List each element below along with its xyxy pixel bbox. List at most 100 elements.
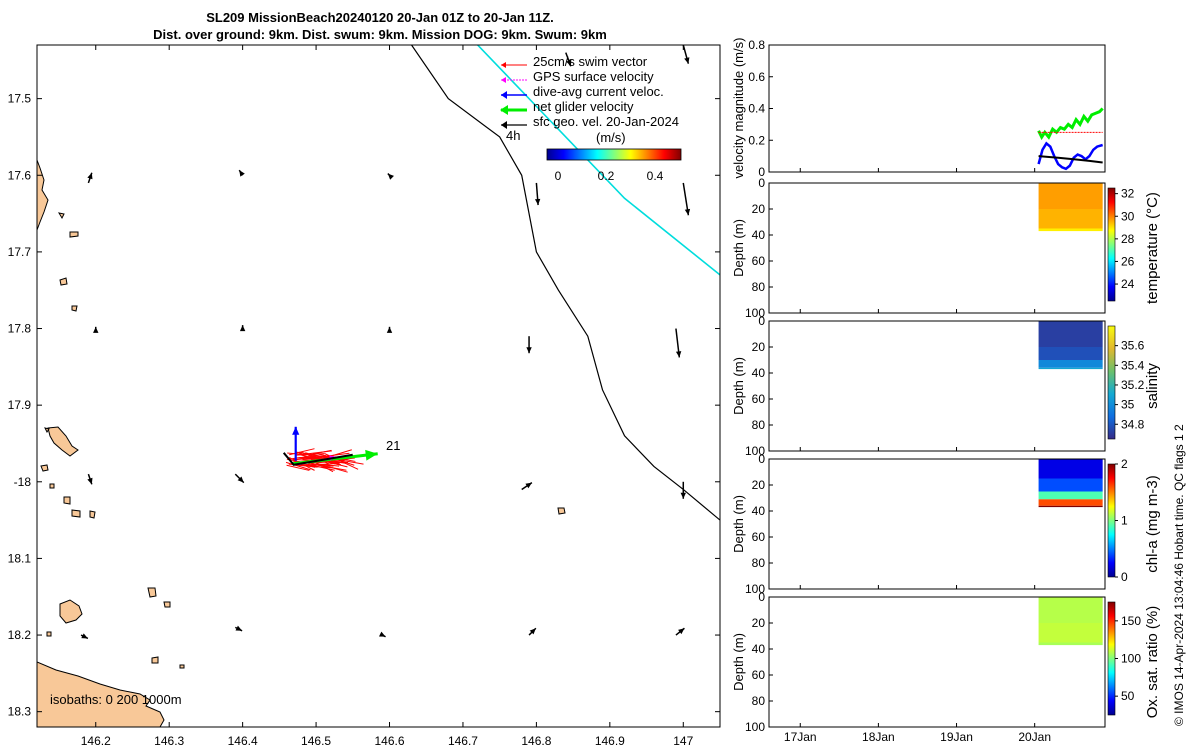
island-small: [69, 231, 79, 238]
geo-arrow-head: [534, 198, 541, 206]
geo-arrow-head: [386, 326, 393, 333]
depth-tick-label: 100: [745, 444, 765, 458]
geo-arrow-head: [93, 326, 99, 333]
depth-axes-frame: [768, 320, 1106, 452]
colorbar-tick: 0: [555, 169, 562, 183]
swim-vector: [307, 463, 335, 471]
swim-vector: [301, 451, 321, 460]
y-tick-label: -18: [14, 475, 32, 489]
depth-ylabel: Depth (m): [731, 357, 746, 415]
geo-arrow-head: [239, 325, 246, 332]
heatmap-layer: [1038, 491, 1103, 500]
heatmap-layer: [1038, 623, 1103, 643]
isobath-legend: isobaths: 0 200 1000m: [50, 692, 182, 707]
heatmap-cells: [1038, 183, 1103, 232]
velocity-magnitude-panel: 0 0.2 0.4 0.6 0.8 velocity magnitude (m/s): [731, 38, 1106, 179]
y-tick-label: 17.8: [8, 322, 32, 336]
geo-arrow: [534, 182, 541, 206]
island-small: [71, 509, 81, 518]
geo-arrow-head: [239, 170, 245, 177]
colorbar-tick-label: 1: [1121, 514, 1128, 528]
depth-tick-label: 20: [752, 340, 766, 354]
map-axes-frame: [36, 44, 721, 728]
isobath-1000m: [411, 45, 720, 521]
depth-tick-label: 80: [752, 694, 766, 708]
velocity-line-geo: [1038, 155, 1103, 164]
legend-label-swim: 25cm/s swim vector: [533, 54, 648, 69]
geo-arrow-head: [675, 351, 682, 358]
swim-vector: [286, 464, 310, 471]
glider-label: 21: [386, 438, 400, 453]
heatmap-layer: [1038, 505, 1103, 508]
depth-tick-label: 80: [752, 556, 766, 570]
chlorophyll-panel: 0 20 40 60 80 100 Depth (m) 0 1 2 chl-a (mg m-3): [731, 452, 1161, 596]
colorbar-tick-label: 50: [1121, 689, 1135, 703]
colorbar-tick-label: 26: [1121, 254, 1135, 268]
swim-vector: [309, 450, 332, 455]
colorbar-label: Ox. sat. ratio (%): [1144, 606, 1161, 719]
geo-arrow-head: [684, 57, 690, 64]
geo-arrow-head: [87, 172, 93, 180]
x-tick-label: 146.5: [301, 734, 331, 748]
x-tick-label: 146.4: [228, 734, 258, 748]
depth-tick-label: 100: [745, 306, 765, 320]
geo-arrow: [80, 633, 89, 640]
geo-arrow-head: [235, 625, 243, 631]
vel-tick-label: 0.2: [748, 133, 765, 147]
island-small: [44, 427, 50, 433]
colorbar-tick-label: 32: [1121, 187, 1135, 201]
y-tick-label: 17.5: [8, 92, 32, 106]
heatmap-layer: [1038, 642, 1103, 646]
y-tick-label: 17.7: [8, 245, 32, 259]
velocity-ylabel: velocity magnitude (m/s): [731, 38, 746, 179]
geo-arrow-head: [525, 482, 532, 489]
x-tick-label: 146.9: [595, 734, 625, 748]
date-x-ticks: 17Jan 18Jan 19Jan 20Jan: [784, 168, 1051, 744]
date-tick-label: 20Jan: [1018, 730, 1051, 744]
depth-tick-label: 20: [752, 202, 766, 216]
x-tick-label: 146.6: [375, 734, 405, 748]
geo-arrow: [528, 627, 537, 636]
heatmap-layer: [1038, 360, 1103, 368]
geo-arrow-head: [387, 173, 394, 180]
geostrophic-velocity-arrows: [80, 45, 691, 640]
geo-arrow: [93, 326, 99, 333]
colorbar-tick-label: 34.8: [1121, 417, 1145, 431]
colorbar-tick-label: 35.6: [1121, 339, 1145, 353]
coastline-northwest: [37, 159, 49, 231]
island-small: [71, 305, 78, 312]
geo-arrow: [675, 328, 682, 358]
colorbar: [1107, 187, 1116, 302]
geo-arrow-head: [378, 631, 386, 637]
colorbar-tick: 0.2: [598, 169, 615, 183]
date-tick-label: 18Jan: [862, 730, 895, 744]
swim-vector: [311, 457, 355, 464]
geo-arrow: [387, 173, 394, 180]
credit-text: © IMOS 14-Apr-2024 13:04:46 Hobart time.…: [1172, 424, 1186, 726]
colorbar-tick-label: 2: [1121, 457, 1128, 471]
y-tick-label: 18.2: [8, 628, 32, 642]
island-small: [63, 496, 71, 505]
colorbar-tick-label: 35: [1121, 398, 1135, 412]
island-small: [40, 464, 49, 472]
legend-label-geo: sfc geo. vel. 20-Jan-2024: [533, 114, 679, 129]
geo-arrow: [526, 336, 532, 354]
salinity-panel: 0 20 40 60 80 100 Depth (m) 34.8 35 35.2 35.4 35.6 s…: [731, 314, 1161, 458]
swim-vector: [289, 448, 315, 456]
velocity-y-ticks: 0 0.2 0.4 0.6 0.8: [748, 38, 773, 179]
depth-tick-label: 20: [752, 478, 766, 492]
colorbar-tick-label: 100: [1121, 652, 1141, 666]
track-label: 4h: [506, 128, 520, 143]
geo-arrow: [239, 325, 246, 332]
colorbar-label: temperature (°C): [1144, 192, 1161, 304]
swim-vector: [307, 460, 348, 473]
depth-ylabel: Depth (m): [731, 219, 746, 277]
heatmap-cells: [1038, 597, 1103, 646]
title-line-1: SL209 MissionBeach20240120 20-Jan 01Z to…: [206, 10, 554, 25]
current-vector: [292, 426, 300, 461]
geo-arrow: [234, 625, 243, 632]
colorbar-tick-label: 150: [1121, 614, 1141, 628]
velocity-line-current: [1037, 141, 1104, 171]
geo-arrow-head: [81, 633, 88, 639]
